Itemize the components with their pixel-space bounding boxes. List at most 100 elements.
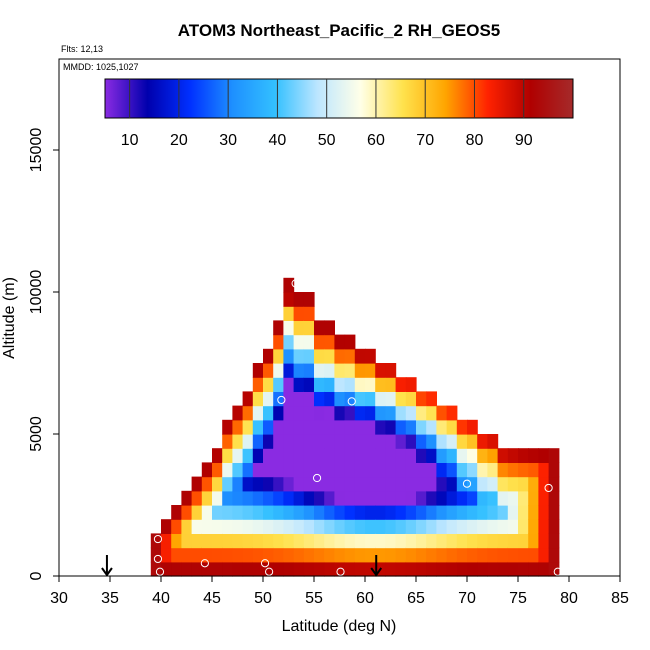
heatmap-cell bbox=[528, 533, 539, 549]
heatmap-cell bbox=[365, 391, 376, 407]
heatmap-cell bbox=[395, 448, 407, 463]
heatmap-cell bbox=[324, 363, 335, 378]
heatmap-cell bbox=[252, 405, 264, 421]
heatmap-cell bbox=[263, 462, 274, 478]
heatmap-cell bbox=[365, 561, 376, 577]
heatmap-cell bbox=[314, 363, 325, 378]
profile-point bbox=[347, 397, 356, 406]
heatmap-cell bbox=[273, 405, 284, 421]
heatmap-cell bbox=[426, 448, 437, 463]
heatmap-cell bbox=[354, 490, 366, 506]
heatmap-cell bbox=[303, 490, 315, 506]
heatmap-cell bbox=[242, 476, 254, 492]
heatmap-cell bbox=[263, 377, 274, 392]
colorbar-tick-label: 70 bbox=[416, 132, 434, 149]
heatmap-cell bbox=[314, 419, 325, 435]
heatmap-cell bbox=[334, 363, 346, 378]
heatmap-cell bbox=[405, 405, 417, 421]
profile-point bbox=[561, 451, 571, 460]
colorbar-tick-label: 20 bbox=[170, 132, 188, 149]
heatmap-cell bbox=[436, 547, 448, 563]
heatmap-cell bbox=[507, 476, 519, 492]
heatmap-cell bbox=[303, 363, 315, 378]
heatmap-cell bbox=[334, 519, 346, 534]
heatmap-cell bbox=[181, 505, 193, 520]
heatmap-cell bbox=[456, 490, 468, 506]
heatmap-cell bbox=[334, 348, 346, 364]
heatmap-cell bbox=[293, 391, 305, 407]
heatmap-cell bbox=[232, 476, 244, 492]
heatmap-cell bbox=[548, 448, 560, 463]
chart-title: ATOM3 Northeast_Pacific_2 RH_GEOS5 bbox=[178, 21, 501, 40]
heatmap-cell bbox=[201, 462, 213, 478]
heatmap-cell bbox=[426, 476, 437, 492]
heatmap-cell bbox=[324, 334, 335, 350]
heatmap-cell bbox=[385, 561, 397, 577]
heatmap-cell bbox=[446, 405, 458, 421]
heatmap-cell bbox=[375, 547, 386, 563]
heatmap-cell bbox=[365, 547, 376, 563]
heatmap-cell bbox=[365, 462, 376, 478]
heatmap-cell bbox=[354, 547, 366, 563]
heatmap-cell bbox=[487, 448, 499, 463]
heatmap-cell bbox=[538, 533, 550, 549]
heatmap-cell bbox=[283, 334, 295, 350]
heatmap-cell bbox=[538, 462, 550, 478]
location-arrows bbox=[101, 555, 383, 577]
heatmap-cell bbox=[232, 434, 244, 449]
heatmap-cell bbox=[354, 561, 366, 577]
heatmap-cell bbox=[212, 462, 223, 478]
colorbar-tick-label: 50 bbox=[318, 132, 336, 149]
heatmap-cell bbox=[303, 505, 315, 520]
heatmap-cell bbox=[293, 363, 305, 378]
heatmap-cell bbox=[405, 547, 417, 563]
heatmap-cell bbox=[385, 505, 397, 520]
heatmap-cell bbox=[395, 377, 407, 392]
heatmap-cell bbox=[212, 547, 223, 563]
y-tick-label: 0 bbox=[28, 571, 45, 580]
heatmap-cell bbox=[507, 519, 519, 534]
x-axis-label: Latitude (deg N) bbox=[282, 618, 397, 635]
heatmap-cell bbox=[416, 547, 427, 563]
heatmap-cell bbox=[161, 533, 172, 549]
heatmap-cell bbox=[344, 448, 356, 463]
heatmap-cell bbox=[263, 363, 274, 378]
heatmap-cell bbox=[303, 434, 315, 449]
heatmap-cell bbox=[395, 505, 407, 520]
heatmap-cell bbox=[365, 377, 376, 392]
heatmap-cell bbox=[487, 547, 499, 563]
heatmap-cell bbox=[252, 434, 264, 449]
heatmap-cell bbox=[222, 505, 233, 520]
heatmap-cell bbox=[467, 519, 478, 534]
heatmap-cell bbox=[293, 561, 305, 577]
heatmap-cell bbox=[273, 391, 284, 407]
heatmap-cell bbox=[354, 391, 366, 407]
profile-point bbox=[291, 279, 300, 288]
heatmap-cell bbox=[344, 561, 356, 577]
heatmap-cell bbox=[375, 490, 386, 506]
heatmap-cell bbox=[365, 476, 376, 492]
heatmap-cell bbox=[354, 462, 366, 478]
heatmap-cell bbox=[436, 505, 448, 520]
heatmap-cell bbox=[446, 533, 458, 549]
heatmap-cell bbox=[416, 419, 427, 435]
heatmap-cell bbox=[303, 476, 315, 492]
heatmap-cell bbox=[283, 391, 295, 407]
heatmap-cell bbox=[242, 533, 254, 549]
heatmap-cell bbox=[324, 391, 335, 407]
heatmap-cell bbox=[324, 519, 335, 534]
heatmap-cell bbox=[222, 533, 233, 549]
heatmap-cell bbox=[334, 533, 346, 549]
heatmap-cell bbox=[222, 561, 233, 577]
profile-point bbox=[312, 473, 322, 483]
heatmap-cell bbox=[273, 505, 284, 520]
heatmap-cell bbox=[385, 519, 397, 534]
colorbar-tick-label: 10 bbox=[121, 132, 139, 149]
heatmap-cell bbox=[191, 561, 203, 577]
heatmap-cell bbox=[324, 533, 335, 549]
heatmap-cell bbox=[365, 490, 376, 506]
heatmap-cell bbox=[344, 505, 356, 520]
heatmap-cell bbox=[252, 490, 264, 506]
heatmap-cell bbox=[416, 391, 427, 407]
